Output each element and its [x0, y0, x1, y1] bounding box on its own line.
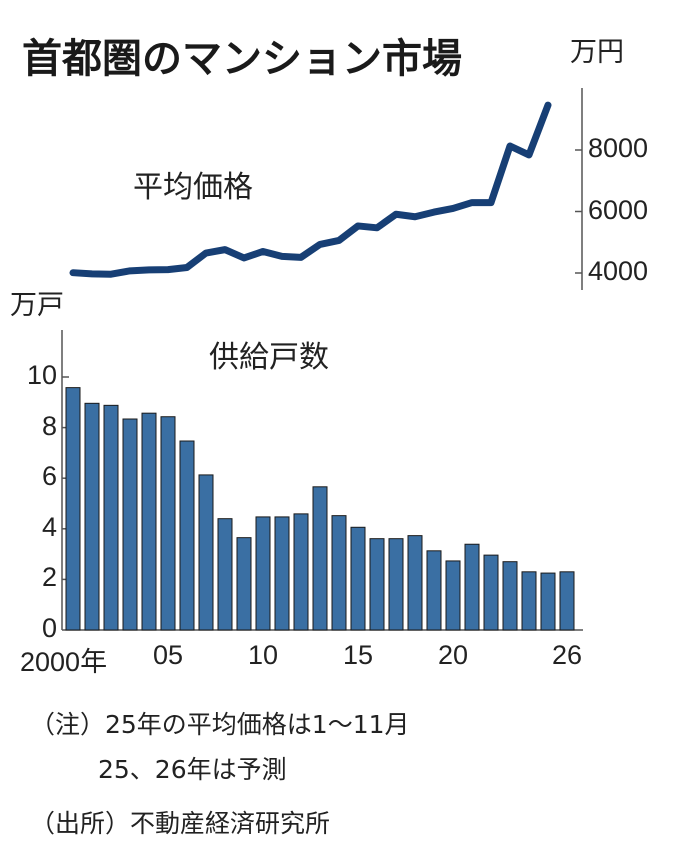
- supply-bar: [179, 440, 195, 631]
- supply-bar: [274, 516, 290, 631]
- supply-bar: [312, 486, 328, 631]
- supply-y-tick-label: 0: [41, 613, 57, 643]
- x-tick-label: 26: [551, 640, 583, 670]
- supply-bar: [122, 418, 138, 631]
- price-unit-label: 万円: [570, 37, 624, 68]
- supply-bar: [84, 402, 100, 631]
- supply-bar: [483, 554, 499, 631]
- supply-bar: [559, 571, 575, 631]
- source-note: （出所）不動産経済研究所: [30, 809, 331, 838]
- supply-y-tick-label: 10: [26, 360, 57, 390]
- supply-bar: [103, 404, 119, 631]
- supply-bar: [464, 543, 480, 631]
- supply-bar: [445, 560, 461, 631]
- supply-y-tick-label: 4: [41, 511, 57, 542]
- supply-bar: [369, 538, 385, 631]
- supply-bar: [350, 526, 366, 631]
- price-line: [69, 101, 552, 278]
- supply-y-tick-label: 8: [41, 410, 57, 441]
- supply-y-tick-label: 2: [41, 562, 57, 593]
- price-y-tick-label: 8000: [588, 133, 649, 163]
- supply-y-tick-label: 6: [41, 461, 57, 492]
- supply-bar: [521, 571, 537, 631]
- supply-bar: [502, 561, 518, 631]
- chart-title: 首都圏のマンション市場: [22, 36, 462, 82]
- x-tick-label: 20: [437, 640, 469, 670]
- supply-bar: [293, 513, 309, 631]
- price-y-tick-label: 6000: [588, 194, 649, 225]
- supply-bar: [236, 537, 252, 631]
- supply-bar: [388, 538, 404, 631]
- x-tick-label: 15: [342, 640, 374, 670]
- supply-bar: [198, 474, 214, 631]
- supply-bar: [255, 516, 271, 631]
- x-tick-label: 05: [152, 640, 184, 670]
- supply-unit-label: 万戸: [10, 290, 64, 321]
- price-y-tick-label: 4000: [588, 256, 649, 286]
- supply-bar: [65, 387, 81, 631]
- x-tick-label: 2000年: [20, 647, 108, 677]
- supply-series-label: 供給戸数: [209, 340, 329, 375]
- supply-bar: [426, 550, 442, 631]
- supply-bar: [331, 515, 347, 631]
- x-tick-label: 10: [247, 640, 279, 670]
- price-series-label: 平均価格: [133, 170, 253, 205]
- note-line-2: 25、26年は予測: [98, 755, 287, 784]
- supply-bar: [540, 572, 556, 631]
- supply-bar: [217, 518, 233, 631]
- supply-bar: [407, 535, 423, 631]
- note-line-1: （注）25年の平均価格は1～11月: [30, 710, 410, 739]
- supply-bar: [141, 412, 157, 631]
- supply-bar: [160, 416, 176, 631]
